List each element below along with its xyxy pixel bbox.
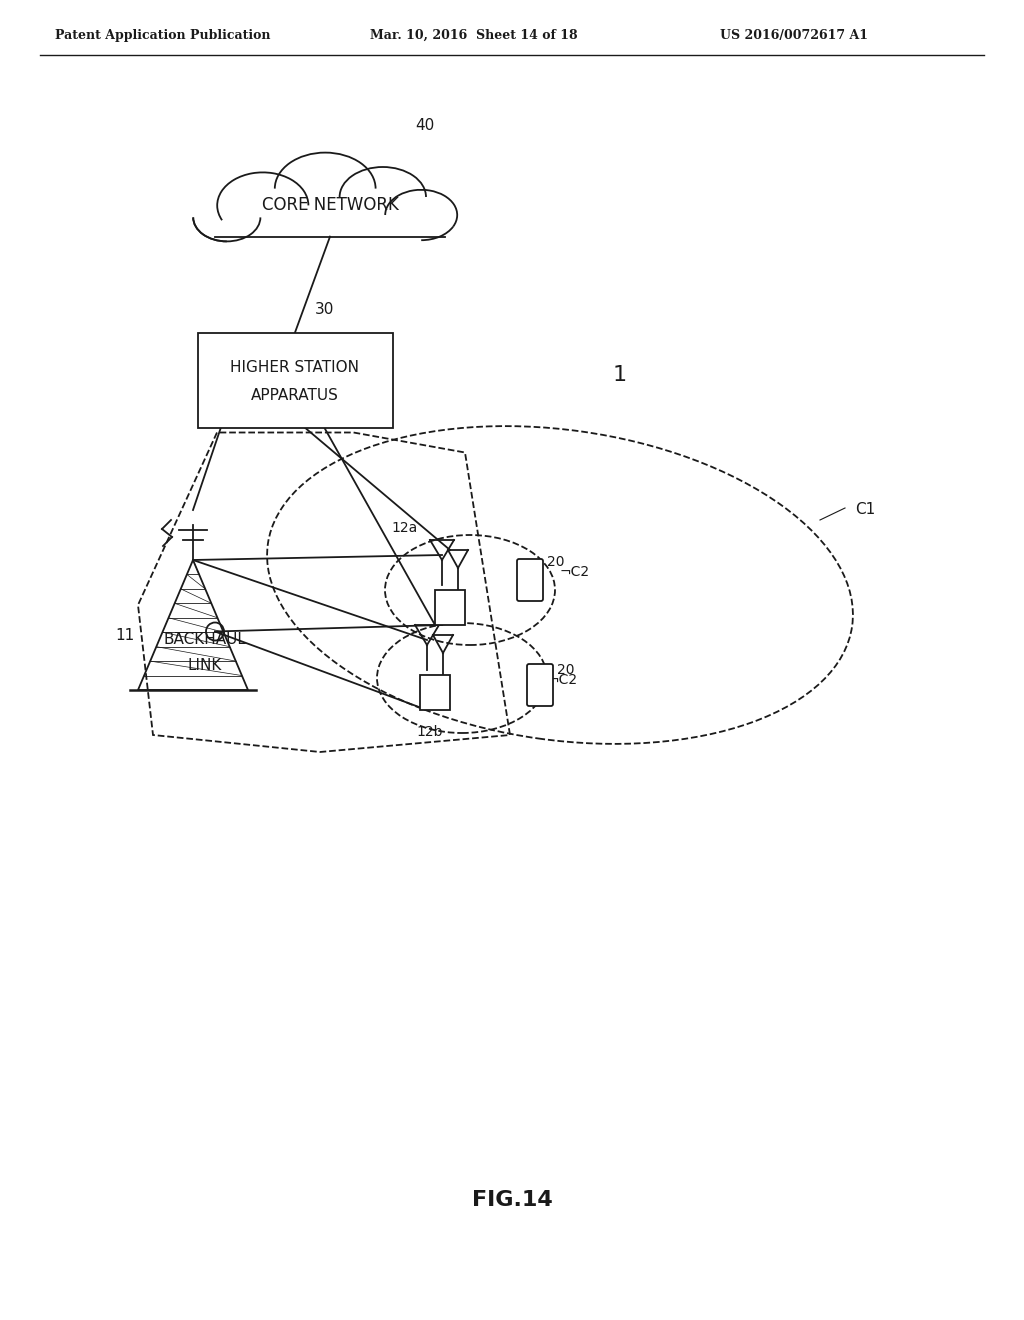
- Text: HIGHER STATION: HIGHER STATION: [230, 360, 359, 375]
- Text: 12a: 12a: [392, 521, 418, 535]
- FancyBboxPatch shape: [517, 558, 543, 601]
- Text: CORE NETWORK: CORE NETWORK: [261, 195, 398, 214]
- Text: Patent Application Publication: Patent Application Publication: [55, 29, 270, 41]
- Text: 1: 1: [613, 366, 627, 385]
- FancyBboxPatch shape: [527, 664, 553, 706]
- Text: APPARATUS: APPARATUS: [251, 388, 339, 403]
- Text: FIG.14: FIG.14: [472, 1191, 552, 1210]
- Text: 12b: 12b: [417, 725, 443, 739]
- Text: US 2016/0072617 A1: US 2016/0072617 A1: [720, 29, 868, 41]
- Text: 11: 11: [116, 627, 134, 643]
- Text: ¬C2: ¬C2: [548, 673, 579, 686]
- Text: Mar. 10, 2016  Sheet 14 of 18: Mar. 10, 2016 Sheet 14 of 18: [370, 29, 578, 41]
- Text: 40: 40: [415, 117, 434, 132]
- Text: LINK: LINK: [187, 657, 222, 672]
- Text: ¬C2: ¬C2: [560, 565, 590, 579]
- Bar: [420, 675, 450, 710]
- Text: BACKHAUL: BACKHAUL: [164, 632, 247, 648]
- Bar: [198, 333, 392, 428]
- Text: 20: 20: [547, 554, 564, 569]
- Text: 30: 30: [315, 302, 335, 318]
- Text: 20: 20: [557, 663, 574, 677]
- Text: C1: C1: [855, 503, 876, 517]
- Bar: [435, 590, 465, 624]
